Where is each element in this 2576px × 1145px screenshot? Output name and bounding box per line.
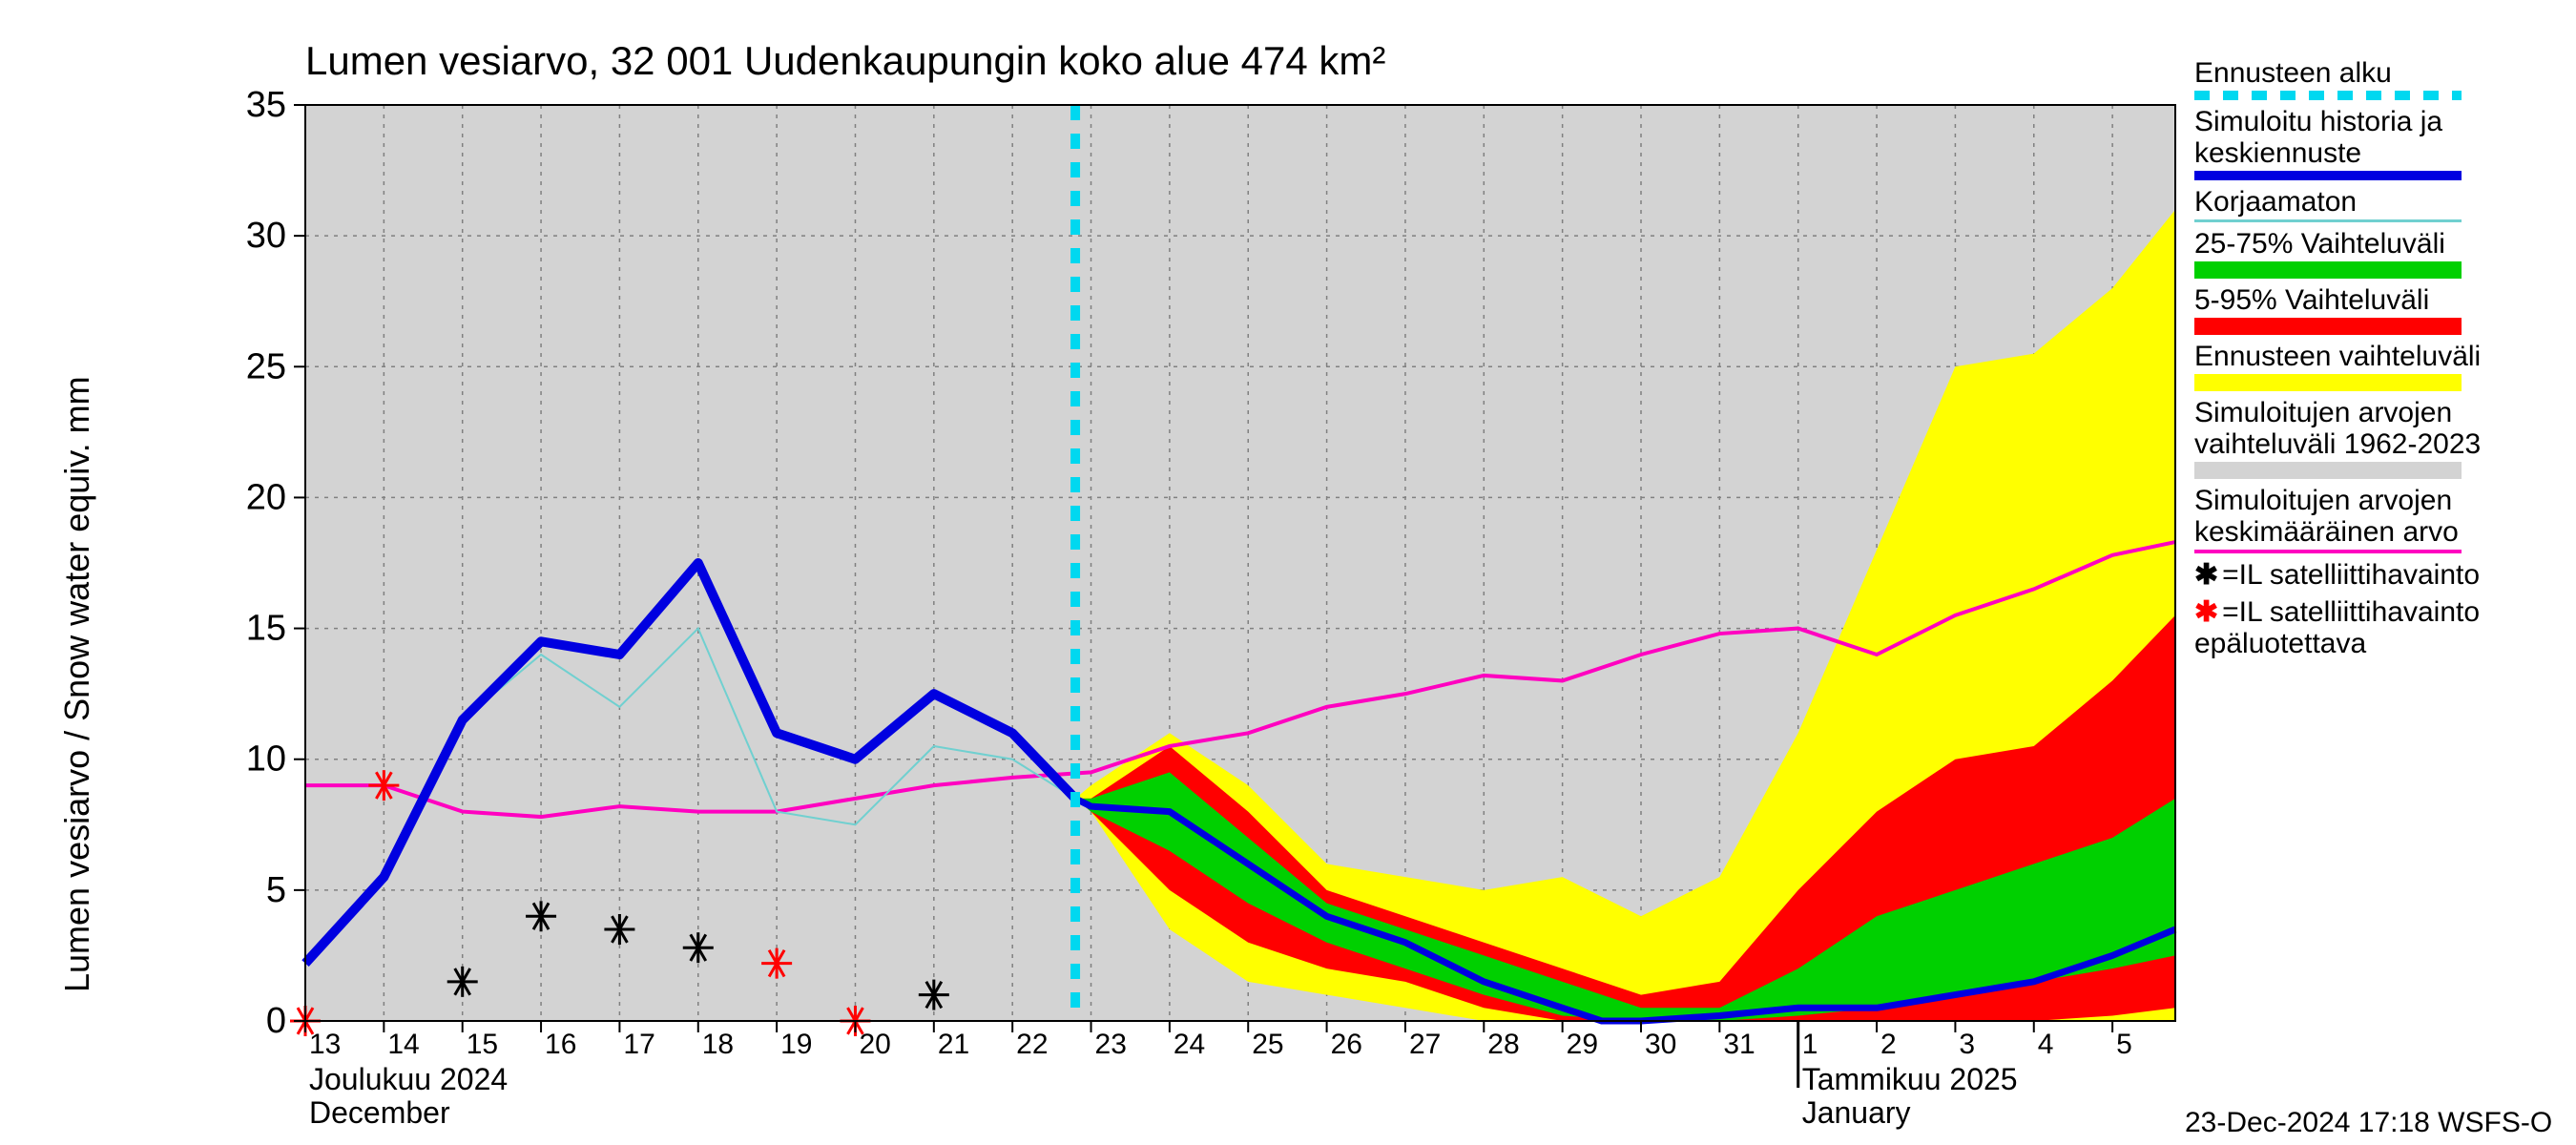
month-label: Joulukuu 2024December [309, 1063, 508, 1130]
x-tick-label: 5 [2116, 1029, 2132, 1060]
x-tick-label: 17 [623, 1029, 654, 1060]
legend-entry-uncorrected: Korjaamaton [2194, 186, 2557, 222]
legend-entry-sat-red: ✱=IL satelliittihavainto epäluotettava [2194, 596, 2557, 659]
x-tick-label: 1 [1802, 1029, 1818, 1060]
month-label: Tammikuu 2025January [1802, 1063, 2018, 1130]
x-tick-label: 19 [780, 1029, 812, 1060]
chart-title: Lumen vesiarvo, 32 001 Uudenkaupungin ko… [305, 38, 1385, 84]
x-tick-label: 27 [1409, 1029, 1441, 1060]
y-tick-label: 30 [246, 216, 286, 256]
legend-swatch [2194, 462, 2462, 479]
legend-swatch [2194, 261, 2462, 279]
y-tick-label: 5 [266, 870, 286, 910]
legend: Ennusteen alku Simuloitu historia ja kesk… [2194, 57, 2557, 665]
x-tick-label: 14 [387, 1029, 419, 1060]
x-tick-label: 2 [1880, 1029, 1897, 1060]
x-tick-label: 30 [1645, 1029, 1676, 1060]
timestamp: 23-Dec-2024 17:18 WSFS-O [2185, 1107, 2552, 1139]
legend-swatch [2194, 91, 2462, 100]
y-axis-label: Lumen vesiarvo / Snow water equiv. mm [57, 376, 97, 992]
legend-label: ✱=IL satelliittihavainto [2194, 559, 2557, 591]
x-tick-label: 3 [1959, 1029, 1975, 1060]
legend-label: 25-75% Vaihteluväli [2194, 228, 2557, 260]
legend-entry-p90-band: 5-95% Vaihteluväli [2194, 284, 2557, 335]
x-tick-label: 15 [467, 1029, 498, 1060]
x-tick-label: 31 [1723, 1029, 1755, 1060]
legend-swatch [2194, 171, 2462, 180]
x-tick-label: 4 [2038, 1029, 2054, 1060]
x-tick-label: 16 [545, 1029, 576, 1060]
legend-swatch [2194, 318, 2462, 335]
legend-label: Ennusteen vaihteluväli [2194, 341, 2557, 372]
y-tick-label: 10 [246, 739, 286, 780]
y-tick-label: 15 [246, 609, 286, 649]
legend-entry-iq-band: 25-75% Vaihteluväli [2194, 228, 2557, 279]
x-tick-label: 29 [1567, 1029, 1598, 1060]
y-tick-label: 20 [246, 477, 286, 517]
legend-label: Ennusteen alku [2194, 57, 2557, 89]
legend-label: Simuloitujen arvojen keskimääräinen arvo [2194, 485, 2557, 548]
legend-label: 5-95% Vaihteluväli [2194, 284, 2557, 316]
legend-label: ✱=IL satelliittihavainto epäluotettava [2194, 596, 2557, 659]
x-tick-label: 13 [309, 1029, 341, 1060]
x-tick-label: 24 [1174, 1029, 1205, 1060]
legend-swatch [2194, 550, 2462, 553]
x-tick-label: 26 [1331, 1029, 1362, 1060]
asterisk-icon: ✱ [2194, 559, 2218, 591]
legend-entry-hist-range: Simuloitujen arvojen vaihteluväli 1962-2… [2194, 397, 2557, 479]
chart-root: Lumen vesiarvo, 32 001 Uudenkaupungin ko… [0, 0, 2576, 1145]
x-tick-label: 28 [1487, 1029, 1519, 1060]
x-tick-label: 21 [938, 1029, 969, 1060]
legend-swatch [2194, 219, 2462, 222]
x-tick-label: 25 [1252, 1029, 1283, 1060]
legend-entry-sim-hist: Simuloitu historia ja keskiennuste [2194, 106, 2557, 180]
legend-label: Simuloitu historia ja keskiennuste [2194, 106, 2557, 169]
y-tick-label: 0 [266, 1001, 286, 1041]
legend-label: Simuloitujen arvojen vaihteluväli 1962-2… [2194, 397, 2557, 460]
plot-area: 0510152025303513141516171819202122232425… [0, 0, 2576, 1145]
x-tick-label: 20 [859, 1029, 890, 1060]
legend-label: Korjaamaton [2194, 186, 2557, 218]
asterisk-icon: ✱ [2194, 596, 2218, 628]
x-tick-label: 22 [1016, 1029, 1048, 1060]
legend-entry-sat-black: ✱=IL satelliittihavainto [2194, 559, 2557, 591]
x-tick-label: 23 [1095, 1029, 1127, 1060]
x-tick-label: 18 [702, 1029, 734, 1060]
y-tick-label: 25 [246, 346, 286, 386]
legend-swatch [2194, 374, 2462, 391]
legend-entry-hist-mean: Simuloitujen arvojen keskimääräinen arvo [2194, 485, 2557, 553]
y-tick-label: 35 [246, 85, 286, 125]
legend-entry-full-band: Ennusteen vaihteluväli [2194, 341, 2557, 391]
legend-entry-forecast-start: Ennusteen alku [2194, 57, 2557, 100]
